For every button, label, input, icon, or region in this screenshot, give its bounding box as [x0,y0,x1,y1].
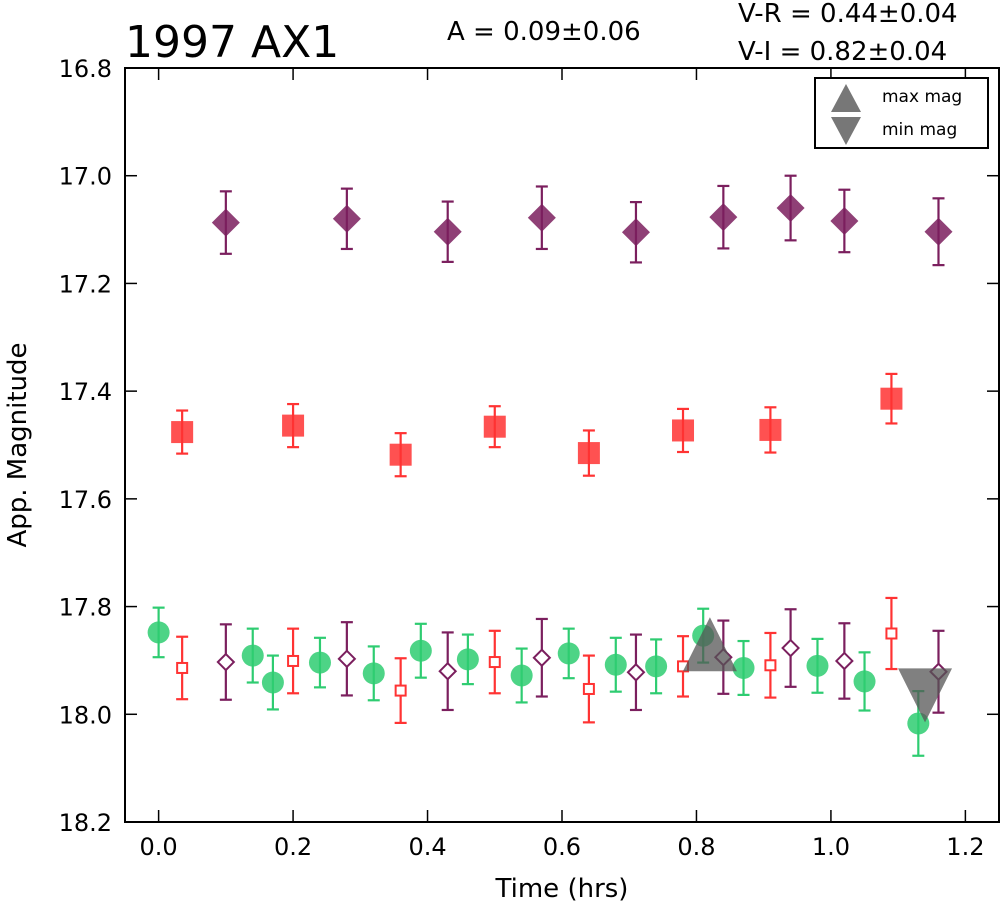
legend-max-mag-marker [831,84,861,112]
data-point-square-open [394,684,407,697]
y-tick-label: 16.8 [59,55,112,83]
y-axis-label: App. Magnitude [3,342,33,547]
data-point-diamond-open [626,662,646,682]
y-tick-label: 18.0 [59,701,112,729]
data-point-diamond-open [216,652,236,672]
x-tick-label: 0.4 [408,833,446,861]
x-tick-label: 0.2 [274,833,312,861]
legend: max mag min mag [814,77,989,149]
data-layer [147,174,953,757]
data-point-square-open [287,654,300,667]
data-point-circle-filled [645,655,668,678]
data-point-circle-filled [362,662,385,685]
data-point-diamond-open [781,638,800,658]
data-point-square-open [176,661,189,674]
data-point-square-filled [483,415,506,438]
data-point-circle-filled [806,654,829,677]
ticks-layer: 0.0 0.2 0.4 0.6 0.8 1.0 1.2 16.8 17.0 17.2 17.4 17.… [59,55,999,861]
data-point-diamond-filled [433,217,462,246]
x-tick-label: 0.6 [543,833,581,861]
x-tick-label: 0.8 [677,833,715,861]
data-point-circle-filled [510,664,533,687]
data-point-square-open [582,682,595,695]
vr-color-annotation: V-R = 0.44±0.04 [738,0,958,29]
data-point-diamond-open [337,649,357,669]
y-tick-label: 17.4 [59,378,112,406]
data-point-square-filled [282,414,305,437]
data-point-diamond-open [532,648,552,668]
chart-title: 1997 AX1 [125,17,339,68]
data-point-square-open [488,656,501,669]
data-point-diamond-filled [527,203,556,232]
data-point-circle-filled [604,653,627,676]
data-point-diamond-open [834,651,854,671]
data-point-square-filled [577,442,600,465]
data-point-circle-filled [557,642,580,665]
data-point-circle-filled [241,644,264,667]
x-axis-label: Time (hrs) [495,874,629,904]
data-point-circle-filled [261,671,284,694]
data-point-square-filled [672,419,695,442]
data-point-square-filled [880,387,903,410]
legend-min-mag-marker [831,117,861,145]
data-point-square-open [764,659,777,672]
data-point-diamond-filled [211,208,240,237]
y-tick-label: 17.2 [59,270,112,298]
y-tick-label: 17.6 [59,486,112,514]
data-point-diamond-filled [830,206,859,235]
x-tick-label: 1.2 [946,833,984,861]
max-mag-triangle [682,617,737,672]
data-point-circle-filled [732,656,755,679]
y-tick-label: 18.2 [59,809,112,837]
data-point-circle-filled [853,670,876,693]
vi-color-annotation: V-I = 0.82±0.04 [738,37,947,67]
data-point-circle-filled [308,651,331,674]
x-tick-label: 1.0 [812,833,850,861]
data-point-circle-filled [456,648,479,671]
data-point-diamond-filled [924,217,953,246]
legend-min-mag-label: min mag [882,120,957,140]
y-tick-label: 17.8 [59,594,112,622]
plot-frame [124,67,1000,823]
data-point-diamond-filled [332,204,361,233]
min-mag-triangle [898,668,953,723]
data-point-diamond-open [438,661,458,681]
data-point-square-open [885,627,898,640]
data-point-square-filled [171,421,194,444]
x-tick-label: 0.0 [140,833,178,861]
data-point-square-filled [389,443,412,466]
data-point-diamond-filled [621,218,650,247]
data-point-circle-filled [409,639,432,662]
data-point-diamond-filled [709,203,738,232]
data-point-square-filled [759,418,782,441]
data-point-circle-filled [147,621,170,644]
y-tick-label: 17.0 [59,163,112,191]
amplitude-annotation: A = 0.09±0.06 [447,17,641,47]
legend-max-mag-label: max mag [882,87,962,107]
data-point-diamond-filled [776,194,805,223]
